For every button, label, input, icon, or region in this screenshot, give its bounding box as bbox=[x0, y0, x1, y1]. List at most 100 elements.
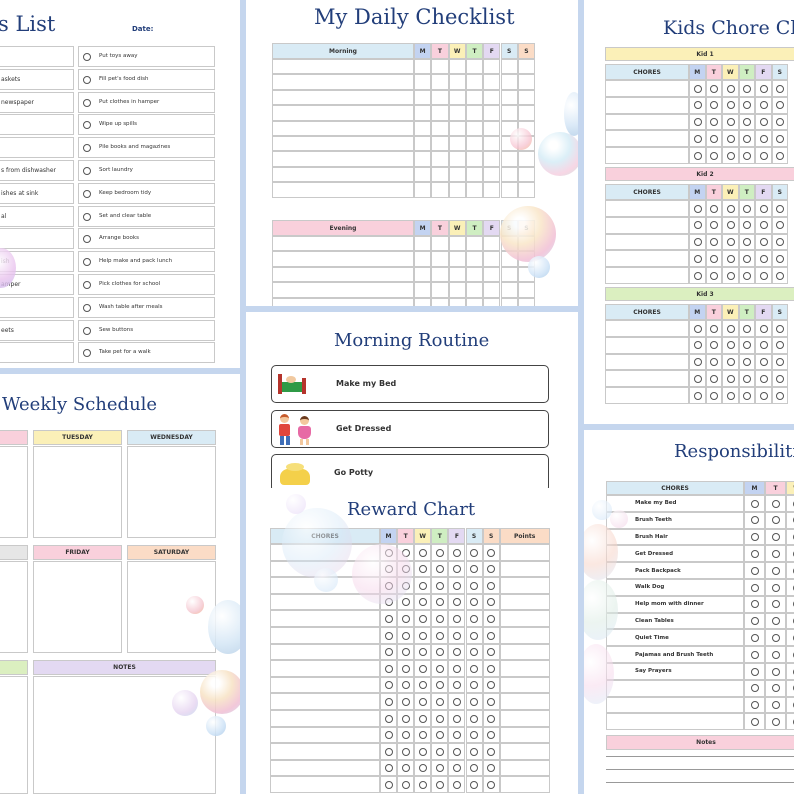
checkbox-circle[interactable] bbox=[487, 548, 496, 557]
checklist-cell[interactable] bbox=[465, 59, 484, 75]
checkbox-circle[interactable] bbox=[418, 648, 427, 657]
checkbox-circle[interactable] bbox=[693, 101, 702, 110]
checklist-cell[interactable] bbox=[431, 59, 449, 75]
chore-row[interactable]: Pick clothes for school bbox=[78, 274, 215, 295]
checkbox-circle[interactable] bbox=[772, 701, 780, 710]
checkbox-circle[interactable] bbox=[743, 84, 751, 93]
checkbox-circle[interactable] bbox=[772, 499, 780, 508]
checkbox-circle[interactable] bbox=[418, 548, 427, 557]
points-cell[interactable] bbox=[499, 610, 550, 627]
checkbox-circle[interactable] bbox=[435, 598, 444, 607]
points-cell[interactable] bbox=[499, 743, 550, 760]
checkbox-circle[interactable] bbox=[83, 303, 91, 312]
checkbox-circle[interactable] bbox=[470, 648, 478, 657]
checklist-cell[interactable] bbox=[431, 120, 449, 136]
checkbox-circle[interactable] bbox=[470, 697, 478, 706]
checkbox-circle[interactable] bbox=[487, 565, 496, 574]
checkbox-circle[interactable] bbox=[401, 780, 410, 789]
points-cell[interactable] bbox=[499, 560, 550, 578]
checkbox-circle[interactable] bbox=[487, 780, 496, 789]
checklist-cell[interactable] bbox=[448, 182, 466, 198]
checkbox-circle[interactable] bbox=[776, 84, 784, 93]
checkbox-circle[interactable] bbox=[452, 631, 461, 640]
checklist-cell[interactable] bbox=[465, 236, 484, 252]
chore-row[interactable]: Help make and pack lunch bbox=[78, 251, 215, 273]
checklist-cell[interactable] bbox=[465, 74, 484, 90]
checklist-cell[interactable] bbox=[500, 297, 518, 306]
checklist-cell[interactable] bbox=[431, 74, 449, 90]
points-cell[interactable] bbox=[499, 544, 550, 561]
checklist-cell[interactable] bbox=[448, 59, 466, 75]
checkbox-circle[interactable] bbox=[487, 731, 496, 740]
checkbox-circle[interactable] bbox=[435, 731, 444, 740]
checkbox-circle[interactable] bbox=[772, 684, 780, 693]
checklist-cell[interactable] bbox=[431, 89, 449, 106]
checkbox-circle[interactable] bbox=[452, 614, 461, 623]
checklist-cell[interactable] bbox=[448, 151, 466, 167]
checkbox-circle[interactable] bbox=[83, 53, 91, 61]
checklist-cell[interactable] bbox=[500, 105, 518, 121]
checkbox-circle[interactable] bbox=[693, 84, 702, 93]
checkbox-circle[interactable] bbox=[743, 221, 751, 230]
checklist-cell[interactable] bbox=[483, 89, 501, 106]
checkbox-circle[interactable] bbox=[693, 324, 702, 333]
checkbox-circle[interactable] bbox=[83, 75, 91, 84]
checkbox-circle[interactable] bbox=[435, 548, 444, 557]
checkbox-circle[interactable] bbox=[470, 581, 478, 590]
checkbox-circle[interactable] bbox=[384, 731, 393, 740]
checklist-cell[interactable] bbox=[465, 151, 484, 167]
checkbox-circle[interactable] bbox=[693, 238, 702, 247]
checkbox-circle[interactable] bbox=[751, 667, 759, 676]
checklist-cell[interactable] bbox=[517, 151, 536, 167]
checkbox-circle[interactable] bbox=[751, 549, 759, 558]
checklist-cell[interactable] bbox=[431, 236, 449, 252]
checkbox-circle[interactable] bbox=[470, 664, 478, 673]
checkbox-circle[interactable] bbox=[418, 664, 427, 673]
checkbox-circle[interactable] bbox=[83, 281, 91, 289]
checklist-cell[interactable] bbox=[483, 166, 501, 183]
checklist-cell[interactable] bbox=[465, 297, 484, 306]
checkbox-circle[interactable] bbox=[384, 548, 393, 557]
checklist-cell[interactable] bbox=[431, 151, 449, 167]
checklist-cell[interactable] bbox=[414, 266, 432, 283]
checkbox-circle[interactable] bbox=[751, 499, 759, 508]
checklist-cell[interactable] bbox=[517, 297, 536, 306]
checkbox-circle[interactable] bbox=[710, 118, 718, 127]
checkbox-circle[interactable] bbox=[751, 617, 759, 626]
checkbox-circle[interactable] bbox=[776, 204, 784, 213]
checkbox-circle[interactable] bbox=[710, 254, 718, 263]
checkbox-circle[interactable] bbox=[487, 631, 496, 640]
checkbox-circle[interactable] bbox=[693, 221, 702, 230]
checkbox-circle[interactable] bbox=[384, 631, 393, 640]
checkbox-circle[interactable] bbox=[452, 780, 461, 789]
checklist-cell[interactable] bbox=[517, 166, 536, 183]
checklist-cell[interactable] bbox=[500, 151, 518, 167]
routine-item[interactable]: Get Dressed bbox=[271, 410, 549, 448]
checklist-cell[interactable] bbox=[431, 105, 449, 121]
checklist-cell[interactable] bbox=[448, 74, 466, 90]
checklist-cell[interactable] bbox=[414, 120, 432, 136]
chore-row[interactable]: Fill pet's food dish bbox=[78, 68, 215, 90]
checkbox-circle[interactable] bbox=[759, 391, 768, 400]
checkbox-circle[interactable] bbox=[710, 391, 718, 400]
chore-row[interactable]: Arrange books bbox=[78, 228, 215, 250]
checkbox-circle[interactable] bbox=[435, 714, 444, 723]
checkbox-circle[interactable] bbox=[470, 747, 478, 756]
checkbox-circle[interactable] bbox=[418, 614, 427, 623]
checkbox-circle[interactable] bbox=[418, 780, 427, 789]
checkbox-circle[interactable] bbox=[772, 717, 780, 726]
checkbox-circle[interactable] bbox=[710, 221, 718, 230]
checkbox-circle[interactable] bbox=[751, 701, 759, 710]
checklist-cell[interactable] bbox=[500, 59, 518, 75]
checkbox-circle[interactable] bbox=[759, 204, 768, 213]
checkbox-circle[interactable] bbox=[452, 697, 461, 706]
checklist-cell[interactable] bbox=[500, 120, 518, 136]
checkbox-circle[interactable] bbox=[487, 648, 496, 657]
checklist-cell[interactable] bbox=[448, 120, 466, 136]
checkbox-circle[interactable] bbox=[743, 391, 751, 400]
checkbox-circle[interactable] bbox=[435, 747, 444, 756]
checkbox-circle[interactable] bbox=[759, 151, 768, 160]
checkbox-circle[interactable] bbox=[759, 324, 768, 333]
checklist-cell[interactable] bbox=[414, 182, 432, 198]
checkbox-circle[interactable] bbox=[726, 324, 735, 333]
